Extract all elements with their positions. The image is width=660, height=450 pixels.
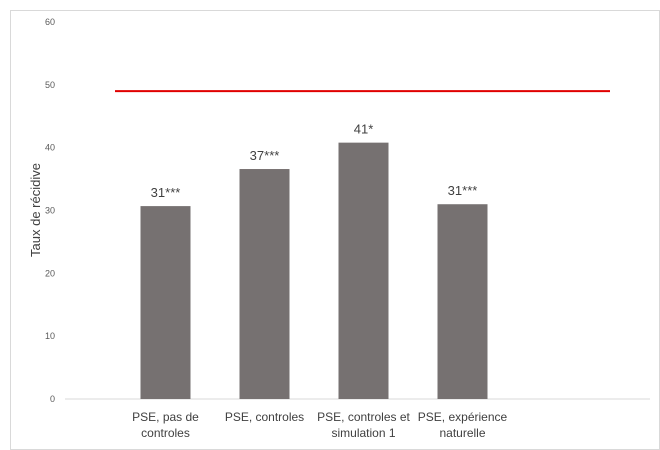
data-label: 31*** xyxy=(151,185,181,200)
y-tick-label: 50 xyxy=(45,80,55,90)
y-tick-label: 30 xyxy=(45,206,55,216)
y-axis: 0 10 20 30 40 50 60 xyxy=(45,17,55,404)
y-tick-label: 10 xyxy=(45,331,55,341)
category-labels: PSE, pas de controles PSE, controles PSE, c… xyxy=(132,410,507,440)
category-label: simulation 1 xyxy=(331,426,395,440)
bar xyxy=(239,169,290,399)
data-labels: 31*** 37*** 41* 31*** xyxy=(151,122,478,200)
category-label: PSE, pas de xyxy=(132,410,199,424)
y-tick-label: 40 xyxy=(45,143,55,153)
bar xyxy=(437,204,488,399)
category-label: naturelle xyxy=(439,426,485,440)
bar xyxy=(338,142,389,399)
data-label: 41* xyxy=(354,122,374,137)
y-tick-label: 60 xyxy=(45,17,55,27)
data-label: 37*** xyxy=(250,148,280,163)
category-label: PSE, controles xyxy=(225,410,304,424)
bars xyxy=(140,142,488,399)
category-label: controles xyxy=(141,426,190,440)
y-tick-label: 20 xyxy=(45,268,55,278)
bar xyxy=(140,206,191,399)
category-label: PSE, expérience xyxy=(418,410,508,424)
y-tick-label: 0 xyxy=(50,394,55,404)
category-label: PSE, controles et xyxy=(317,410,410,424)
y-axis-label: Taux de récidive xyxy=(28,163,43,257)
data-label: 31*** xyxy=(448,183,478,198)
